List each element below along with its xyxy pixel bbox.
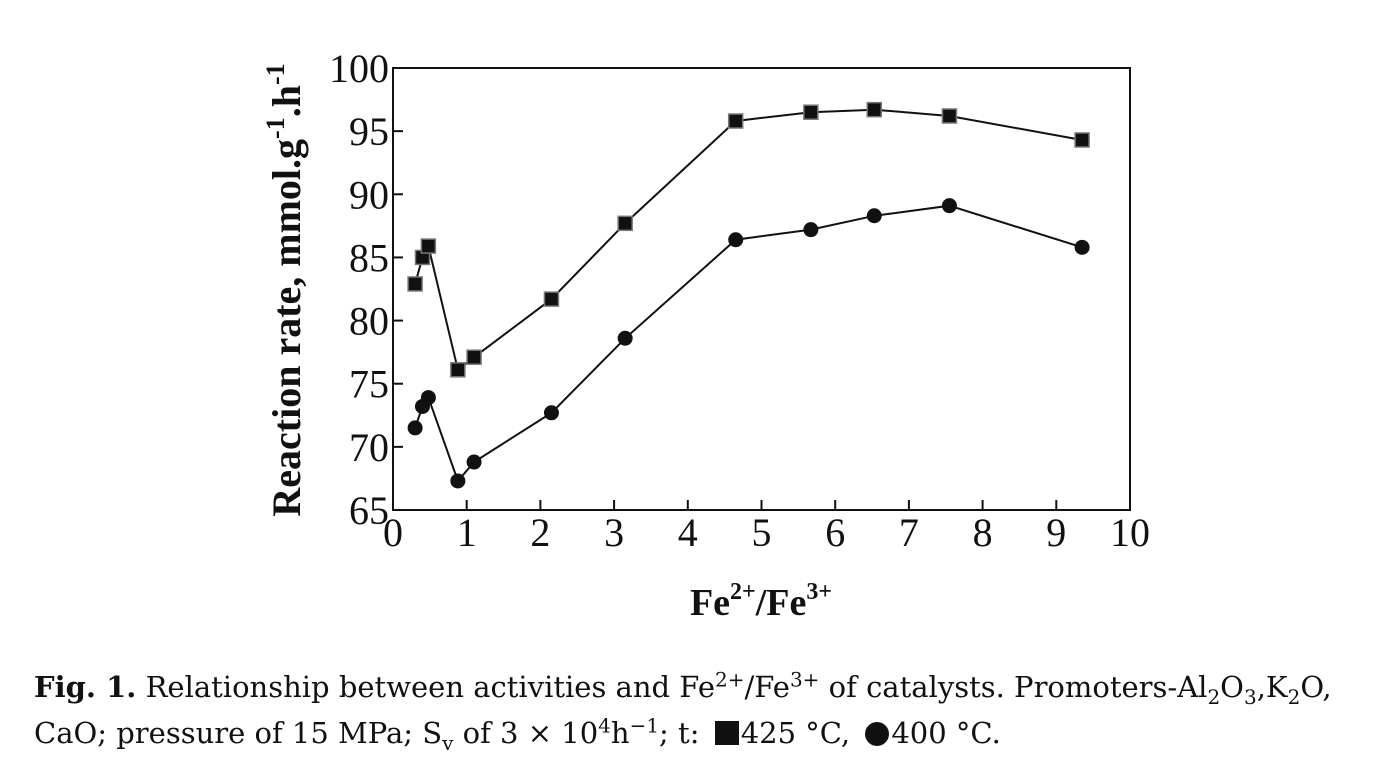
y-tick-label: 70 xyxy=(349,425,389,470)
y-axis-title: Reaction rate, mmol.g-1.h-1 xyxy=(261,63,309,516)
caption-text: ,K xyxy=(1256,670,1288,704)
x-tick-label: 3 xyxy=(604,510,624,555)
square-point xyxy=(727,113,744,129)
caption-text: /Fe xyxy=(744,670,790,704)
square-point xyxy=(617,215,633,232)
x-tick-label: 1 xyxy=(457,510,477,555)
x-tick-label: 9 xyxy=(1046,510,1066,555)
x-tick-label: 4 xyxy=(678,510,698,555)
circle-point xyxy=(543,405,559,421)
x-tick-label: 10 xyxy=(1110,510,1150,555)
y-tick-label: 95 xyxy=(349,109,389,154)
circle-point xyxy=(728,232,744,248)
y-tick-label: 100 xyxy=(329,46,389,91)
caption-square-label: 425 °C, xyxy=(740,716,851,750)
caption-sup: 2+ xyxy=(715,667,745,692)
caption-sub: v xyxy=(442,730,454,755)
square-point xyxy=(1074,132,1090,148)
circle-point xyxy=(866,208,882,224)
y-tick-label: 80 xyxy=(349,299,389,344)
caption-text: ; t: xyxy=(659,716,709,750)
x-tick-label: 7 xyxy=(899,510,919,555)
circle-marker-icon xyxy=(865,722,890,746)
x-tick-label: 2 xyxy=(530,510,550,555)
square-point xyxy=(420,238,437,254)
circle-point xyxy=(1074,239,1090,255)
x-tick-label: 5 xyxy=(752,510,772,555)
caption-fig-label: Fig. 1. xyxy=(34,670,137,704)
caption-text: h xyxy=(610,716,630,750)
circle-point xyxy=(407,420,423,436)
caption-sup: 3+ xyxy=(789,667,820,692)
caption-text: O xyxy=(1220,670,1244,704)
caption-text: of 3 × 10 xyxy=(453,716,599,750)
y-tick-label: 75 xyxy=(349,362,389,407)
caption-text: of catalysts. Promoters-Al xyxy=(819,670,1208,704)
caption-circle-label: 400 °C. xyxy=(891,716,1001,750)
circle-point xyxy=(803,222,819,238)
square-point xyxy=(866,101,883,118)
y-tick-label: 65 xyxy=(349,488,389,533)
circle-point xyxy=(617,330,633,346)
caption-text: O, CaO; pressure of 15 MPa; S xyxy=(34,670,1332,750)
x-tick-label: 6 xyxy=(825,510,845,555)
figure-caption: Fig. 1. Relationship between activities … xyxy=(34,664,1374,756)
square-point xyxy=(407,276,423,292)
caption-sub: 2 xyxy=(1207,684,1221,709)
square-point xyxy=(466,349,482,365)
series-layer xyxy=(407,101,1090,489)
x-tick-label: 0 xyxy=(383,510,403,555)
caption-sup: −1 xyxy=(629,713,660,738)
square-point xyxy=(543,291,560,307)
circle-point xyxy=(941,198,957,214)
caption-sub: 3 xyxy=(1243,684,1257,709)
circle-point xyxy=(466,454,482,470)
x-axis-title: Fe2+/Fe3+ xyxy=(690,579,832,624)
circle-point xyxy=(450,473,466,489)
square-marker-icon xyxy=(714,721,739,745)
circle-series-line xyxy=(414,204,1083,483)
square-series-line xyxy=(414,108,1083,372)
axis-ticks: 0 1 2 3 4 5 6 7 8 9 10 65 70 75 80 85 90 95 100 xyxy=(329,46,1150,555)
caption-sup: 4 xyxy=(598,713,611,738)
square-point xyxy=(941,108,958,124)
x-tick-label: 8 xyxy=(973,510,993,555)
caption-sub: 2 xyxy=(1287,684,1301,709)
square-point xyxy=(803,104,819,120)
circle-point xyxy=(420,390,436,406)
y-tick-label: 85 xyxy=(349,235,389,280)
y-tick-label: 90 xyxy=(349,172,389,217)
caption-text: Relationship between activities and Fe xyxy=(136,670,715,704)
square-point xyxy=(450,362,466,378)
